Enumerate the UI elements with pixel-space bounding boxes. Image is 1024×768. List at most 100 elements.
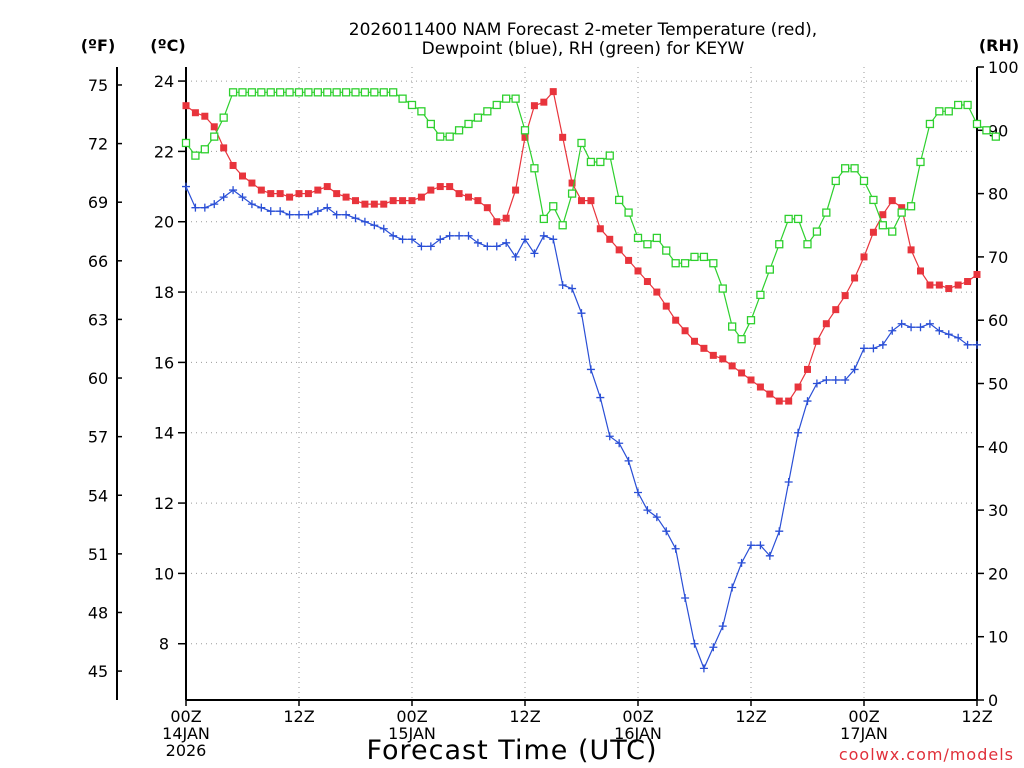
temperature-point <box>446 183 454 191</box>
rh-point <box>370 88 379 97</box>
temperature-point <box>191 109 199 117</box>
celsius-tick-label: 20 <box>154 213 174 232</box>
rh-tick-label: 20 <box>988 564 1008 583</box>
dewpoint-point <box>257 203 266 212</box>
dewpoint-point <box>426 242 435 251</box>
rh-point <box>539 214 548 224</box>
temperature-point <box>785 397 793 405</box>
dewpoint-point <box>831 375 840 384</box>
temperature-point <box>964 278 972 286</box>
rh-point <box>492 100 501 110</box>
time-tick-label: 00Z <box>170 707 201 726</box>
rh-tick-label: 0 <box>988 691 998 710</box>
fahrenheit-ticks: 45 48 51 54 57 60 63 66 69 72 75 <box>88 76 122 681</box>
dewpoint-point <box>944 330 953 339</box>
rh-point <box>511 94 520 103</box>
dewpoint-point <box>709 643 718 652</box>
temperature-point <box>653 288 661 296</box>
dewpoint-point <box>295 210 303 219</box>
time-tick-label: 00Z <box>396 707 427 726</box>
rh-point <box>257 88 266 97</box>
celsius-tick-label: 12 <box>154 494 174 513</box>
temperature-point <box>502 214 510 222</box>
dewpoint-point <box>577 309 586 318</box>
temperature-point <box>578 197 585 205</box>
temperature-point <box>709 351 717 359</box>
fahrenheit-tick-label: 69 <box>88 193 108 212</box>
dewpoint-point <box>662 527 671 536</box>
temperature-point <box>832 306 840 314</box>
dewpoint-point <box>492 242 501 251</box>
dewpoint-point <box>247 200 256 209</box>
temperature-point <box>182 102 190 110</box>
dewpoint-point <box>210 200 219 209</box>
dewpoint-point <box>304 210 313 219</box>
rh-point <box>577 138 586 148</box>
rh-tick-label: 100 <box>988 58 1019 77</box>
dewpoint-point <box>445 231 454 240</box>
rh-tick-label: 10 <box>988 628 1008 647</box>
chart-title-line2: Dewpoint (blue), RH (green) for KEYW <box>422 39 745 59</box>
celsius-ticks: 8 10 12 14 16 18 20 22 24 <box>154 72 186 654</box>
fahrenheit-tick-label: 45 <box>88 662 108 681</box>
fahrenheit-tick-label: 60 <box>88 369 108 388</box>
rh-point <box>850 164 859 173</box>
dewpoint-point <box>605 432 614 441</box>
dewpoint-point <box>200 203 209 212</box>
dewpoint-point <box>747 541 755 550</box>
fahrenheit-unit-label: (ºF) <box>81 36 116 55</box>
temperature-point <box>822 320 830 328</box>
dewpoint-point <box>784 477 793 486</box>
rh-point <box>473 113 483 122</box>
rh-point <box>558 221 567 230</box>
temperature-point <box>615 246 623 254</box>
dewpoint-point <box>878 340 887 349</box>
rh-point <box>426 119 435 129</box>
temperature-point <box>766 390 774 398</box>
rh-point <box>238 88 247 97</box>
temperature-point <box>775 397 783 405</box>
dewpoint-point <box>954 333 963 342</box>
rh-point <box>869 195 878 205</box>
rh-point <box>728 322 737 331</box>
dewpoint-point <box>652 513 661 522</box>
temperature-point <box>304 190 312 198</box>
rh-point <box>906 202 916 211</box>
temperature-point <box>483 204 491 212</box>
dewpoint-point <box>643 506 652 515</box>
rh-point <box>624 208 633 217</box>
dewpoint-point <box>850 365 859 374</box>
dewpoint-point <box>671 544 680 553</box>
rh-point <box>285 88 294 97</box>
dewpoint-point <box>765 551 774 560</box>
temperature-point <box>973 270 981 278</box>
celsius-tick-label: 14 <box>154 424 174 443</box>
temperature-point <box>738 369 746 377</box>
celsius-tick-label: 8 <box>159 635 169 654</box>
temperature-point <box>634 267 642 275</box>
temperature-point <box>587 197 595 205</box>
time-tick-label: 15JAN <box>388 724 436 743</box>
fahrenheit-tick-label: 63 <box>88 310 108 329</box>
temperature-point <box>248 179 256 187</box>
temperature-point <box>794 383 802 391</box>
temperature-point <box>361 200 369 208</box>
rh-point <box>718 284 727 293</box>
temperature-point <box>719 355 727 363</box>
time-tick-label: 00Z <box>848 707 879 726</box>
rh-point <box>191 151 200 160</box>
temperature-point <box>606 235 614 243</box>
chart-title-line1: 2026011400 NAM Forecast 2-meter Temperat… <box>349 20 817 40</box>
temperature-point <box>455 190 463 198</box>
rh-point <box>389 88 398 97</box>
temperature-point <box>869 228 877 236</box>
rh-point <box>831 176 840 186</box>
rh-point <box>276 88 285 97</box>
temperature-point <box>436 183 444 191</box>
dewpoint-point <box>408 235 416 244</box>
rh-point <box>916 157 925 167</box>
temperature-point <box>352 197 359 205</box>
celsius-tick-label: 16 <box>154 353 174 372</box>
dewpoint-point <box>699 664 708 673</box>
